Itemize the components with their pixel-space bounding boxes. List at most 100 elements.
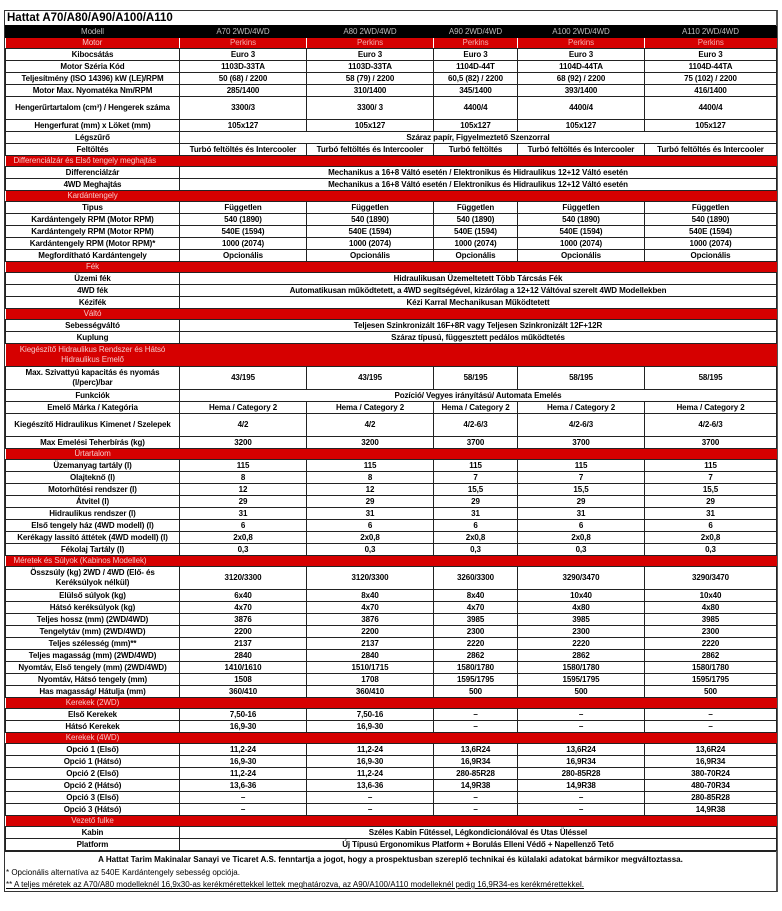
- spec-value: 1000 (2074): [644, 237, 777, 250]
- spec-value: 115: [644, 459, 777, 472]
- spec-value: 43/195: [179, 366, 307, 390]
- spec-value: 58/195: [433, 366, 518, 390]
- spec-label: Max Emelési Teherbírás (kg): [5, 436, 180, 449]
- section-title: Differenciálzár és Első tengely meghajtá…: [5, 155, 180, 167]
- spec-value: 280-85R28: [644, 791, 777, 804]
- spec-value: 7: [517, 471, 645, 484]
- spec-value: Turbó feltöltés és Intercooler: [306, 143, 434, 156]
- spec-value: Hema / Category 2: [433, 401, 518, 414]
- spec-value: 4/2-6/3: [433, 413, 518, 437]
- spec-label: Kiegészítő Hidraulikus Kimenet / Szelepe…: [5, 413, 180, 437]
- spec-value: 3120/3300: [306, 566, 434, 590]
- spec-value: 8: [179, 471, 307, 484]
- section-band: [179, 448, 777, 460]
- spec-value: 8x40: [306, 589, 434, 602]
- spec-value-all-models: Hidraulikusan Üzemeltetett Több Tárcsás …: [179, 272, 777, 285]
- spec-value: 16,9-30: [306, 755, 434, 768]
- spec-value: 280-85R28: [433, 767, 518, 780]
- spec-value: 7: [433, 471, 518, 484]
- footnote-2: ** A teljes méretek az A70/A80 modellekn…: [5, 879, 776, 891]
- spec-value: 2137: [179, 637, 307, 650]
- spec-row: Max. Szivattyú kapacitás és nyomás (l/pe…: [5, 366, 777, 390]
- spec-value: 58/195: [644, 366, 777, 390]
- spec-value: 3876: [306, 613, 434, 626]
- model-header-row: Modell A70 2WD/4WD A80 2WD/4WD A90 2WD/4WD A…: [5, 26, 777, 38]
- spec-value: 2220: [517, 637, 645, 650]
- spec-value: 2x0,8: [433, 531, 518, 544]
- section-band: [179, 343, 777, 367]
- spec-value: 4x80: [644, 601, 777, 614]
- spec-value: 3300/ 3: [306, 96, 434, 120]
- engine-brand: Perkins: [433, 37, 518, 49]
- spec-value: 31: [644, 507, 777, 520]
- spec-value: Független: [644, 201, 777, 214]
- model-name: A80 2WD/4WD: [306, 26, 434, 38]
- spec-label: Kardántengely RPM (Motor RPM): [5, 225, 180, 238]
- section-band: [179, 261, 777, 273]
- section-header: Méretek és Súlyok (Kabinos Modellek): [5, 555, 777, 567]
- spec-value: 540E (1594): [517, 225, 645, 238]
- spec-value: 13,6-36: [306, 779, 434, 792]
- spec-value: 345/1400: [433, 84, 518, 97]
- footnote-1: * Opcionális alternatíva az 540E Kardánt…: [6, 868, 240, 877]
- spec-label: Opció 2 (Hátsó): [5, 779, 180, 792]
- spec-value: 15,5: [517, 483, 645, 496]
- spec-value: 2x0,8: [306, 531, 434, 544]
- spec-value: 4x70: [306, 601, 434, 614]
- section-title: Méretek és Súlyok (Kabinos Modellek): [5, 555, 180, 567]
- spec-value: 50 (68) / 2200: [179, 72, 307, 85]
- spec-value: 3200: [306, 436, 434, 449]
- spec-value: 13,6R24: [517, 743, 645, 756]
- spec-value: 3300/3: [179, 96, 307, 120]
- spec-value: –: [517, 791, 645, 804]
- spec-row: Üzemi fék Hidraulikusan Üzemeltetett Több…: [5, 272, 777, 285]
- spec-row: Motor Széria Kód 1103D-33TA 1103D-33TA 1104…: [5, 60, 777, 73]
- spec-row: Max Emelési Teherbírás (kg) 3200 3200 3700 3…: [5, 436, 777, 449]
- spec-value: Opcionális: [179, 249, 307, 262]
- spec-label: Teljes magasság (mm) (2WD/4WD): [5, 649, 180, 662]
- spec-value: 1595/1795: [433, 673, 518, 686]
- spec-value: 1510/1715: [306, 661, 434, 674]
- spec-value: 13,6R24: [644, 743, 777, 756]
- spec-value: –: [179, 803, 307, 816]
- spec-row: 4WD fék Automatikusan működtetett, a 4WD …: [5, 284, 777, 297]
- spec-value: 1595/1795: [517, 673, 645, 686]
- section-title: Kardántengely: [5, 190, 180, 202]
- spec-row: Teljes magasság (mm) (2WD/4WD) 2840 2840 28…: [5, 649, 777, 662]
- spec-value: 1000 (2074): [433, 237, 518, 250]
- spec-value: 4400/4: [517, 96, 645, 120]
- spec-value: 6: [306, 519, 434, 532]
- spec-label: Teljesítmény (ISO 14396) kW (LE)/RPM: [5, 72, 180, 85]
- spec-row: Tipus Független Független Független Függetle…: [5, 201, 777, 214]
- spec-value: 2x0,8: [179, 531, 307, 544]
- spec-row: Kuplung Száraz típusú, függesztett pedálo…: [5, 331, 777, 344]
- section-header: Differenciálzár és Első tengely meghajtá…: [5, 155, 777, 167]
- spec-value: 6: [433, 519, 518, 532]
- spec-value: 360/410: [306, 685, 434, 698]
- spec-value: 1508: [179, 673, 307, 686]
- spec-value: –: [433, 720, 518, 733]
- spec-value: 2300: [517, 625, 645, 638]
- spec-row: Hengerfurat (mm) x Löket (mm) 105x127 105x…: [5, 119, 777, 132]
- spec-row: Teljesítmény (ISO 14396) kW (LE)/RPM 50 (…: [5, 72, 777, 85]
- section-header: Fék: [5, 261, 777, 273]
- spec-value: 16,9-30: [179, 720, 307, 733]
- spec-value: 105x127: [306, 119, 434, 132]
- spec-value-all-models: Kézi Karral Mechanikusan Működtetett: [179, 296, 777, 309]
- spec-label: Differenciálzár: [5, 166, 180, 179]
- spec-value-all-models: Széles Kabin Fűtéssel, Légkondicionálóva…: [179, 826, 777, 839]
- spec-value: 3700: [517, 436, 645, 449]
- spec-label: Opció 3 (Hátsó): [5, 803, 180, 816]
- spec-value: 10x40: [644, 589, 777, 602]
- spec-value: 31: [517, 507, 645, 520]
- spec-value: Hema / Category 2: [179, 401, 307, 414]
- spec-row: Has magasság/ Hátulja (mm) 360/410 360/410…: [5, 685, 777, 698]
- spec-row: Opció 1 (Első) 11,2-24 11,2-24 13,6R24 13,6R…: [5, 743, 777, 756]
- spec-value: Euro 3: [179, 48, 307, 61]
- section-title: Kerekek (4WD): [5, 732, 180, 744]
- spec-value: 1595/1795: [644, 673, 777, 686]
- spec-sheet: Hattat A70/A80/A90/A100/A110 Modell A70 2…: [4, 10, 778, 892]
- spec-value: 1708: [306, 673, 434, 686]
- spec-value: 31: [179, 507, 307, 520]
- spec-value: 43/195: [306, 366, 434, 390]
